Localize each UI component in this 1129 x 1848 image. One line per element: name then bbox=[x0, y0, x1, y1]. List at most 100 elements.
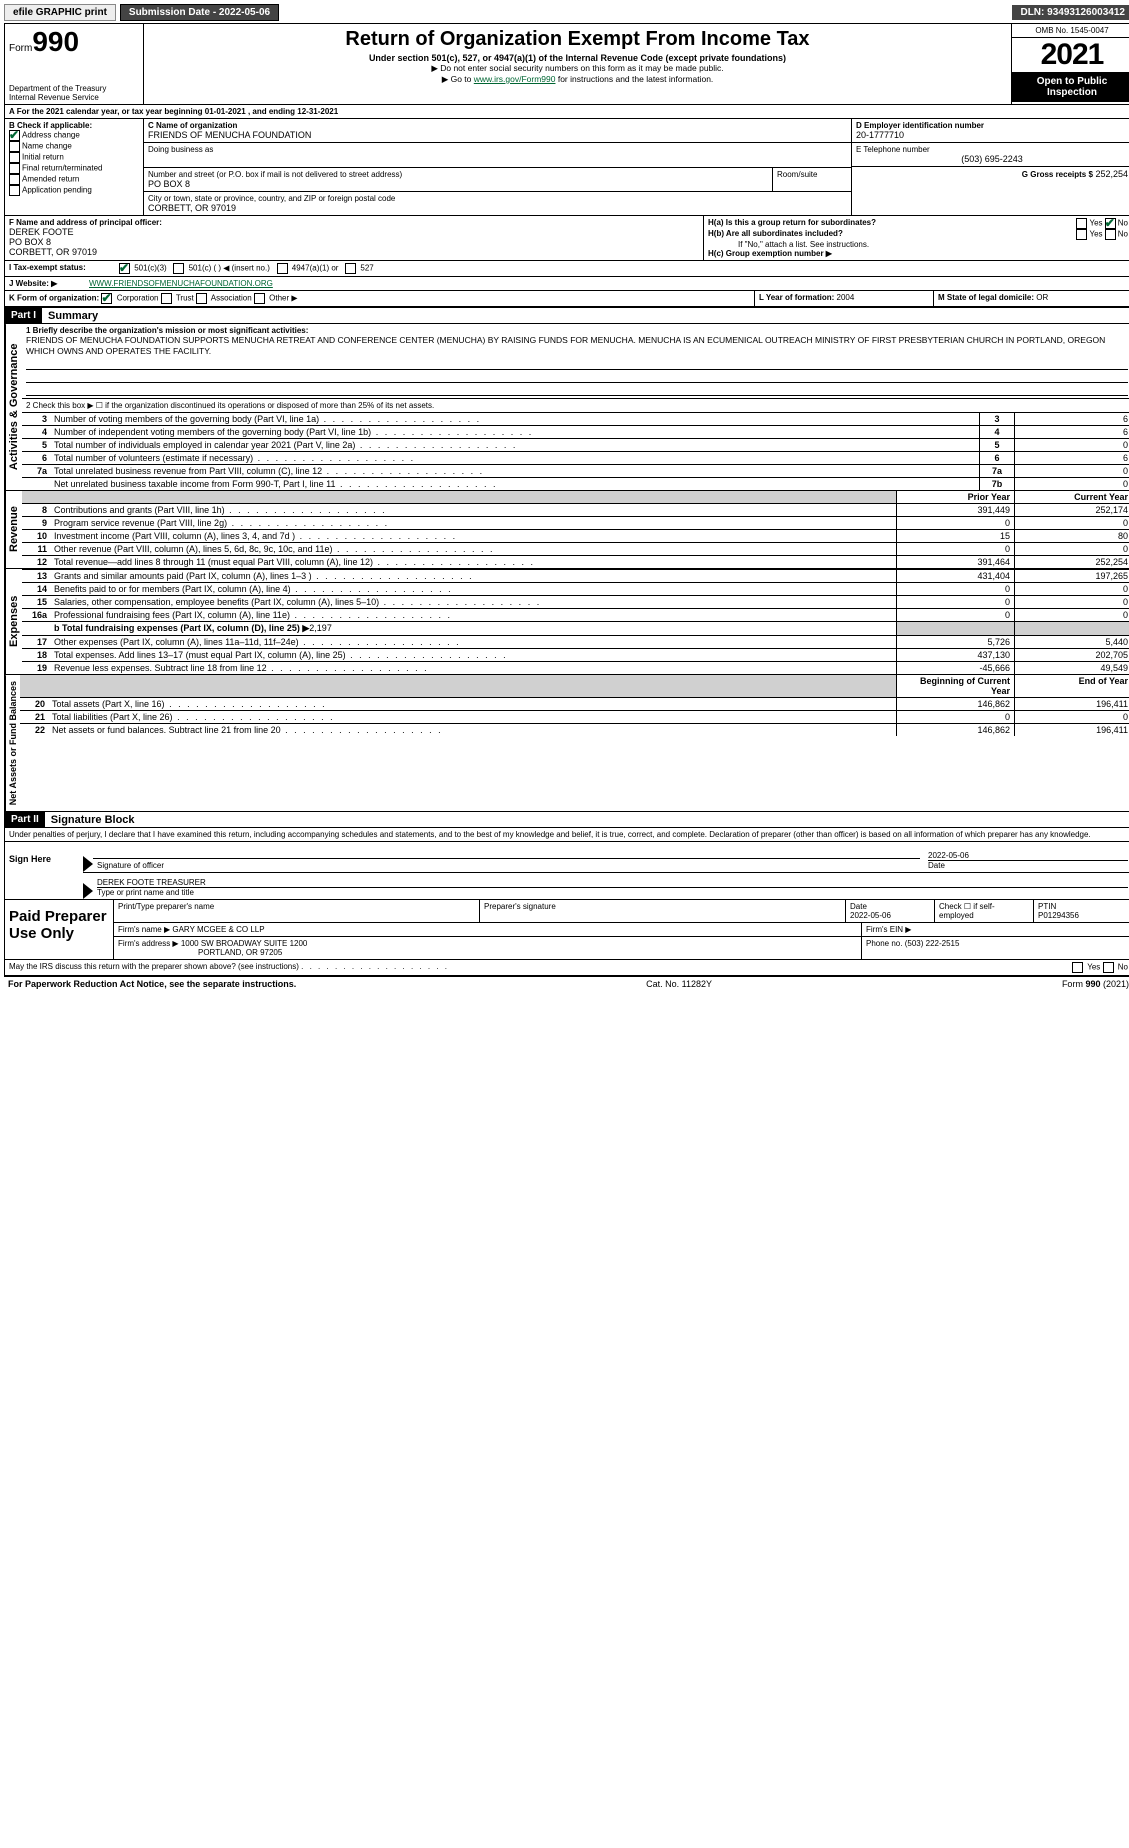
line2: 2 Check this box ▶ ☐ if the organization… bbox=[22, 399, 1129, 412]
vtab-rev: Revenue bbox=[5, 491, 22, 568]
b-label: B Check if applicable: bbox=[9, 121, 139, 130]
paid-h4: Check ☐ if self-employed bbox=[935, 900, 1034, 922]
j-website[interactable]: WWW.FRIENDSOFMENUCHAFOUNDATION.ORG bbox=[89, 279, 273, 288]
sig-decl: Under penalties of perjury, I declare th… bbox=[5, 828, 1129, 842]
k-trust: Trust bbox=[176, 294, 194, 303]
cb-ha-yes[interactable] bbox=[1076, 218, 1087, 229]
b-amend: Amended return bbox=[22, 175, 79, 184]
i-501c3: 501(c)(3) bbox=[134, 264, 166, 273]
section-b: B Check if applicable: Address change Na… bbox=[5, 119, 144, 215]
cb-assoc[interactable] bbox=[196, 293, 207, 304]
cb-corp[interactable] bbox=[101, 293, 112, 304]
a-begin: 01-01-2021 bbox=[205, 107, 246, 116]
j-label: J Website: ▶ bbox=[9, 279, 89, 288]
footer: For Paperwork Reduction Act Notice, see … bbox=[4, 976, 1129, 991]
sign-here-block: Sign Here Signature of officer 2022-05-0… bbox=[5, 842, 1129, 900]
section-fh: F Name and address of principal officer:… bbox=[5, 216, 1129, 261]
hb-yes: Yes bbox=[1089, 230, 1102, 239]
c-room-label: Room/suite bbox=[777, 170, 847, 179]
cb-init[interactable] bbox=[9, 152, 20, 163]
m-label: M State of legal domicile: bbox=[938, 293, 1034, 302]
form-note1: ▶ Do not enter social security numbers o… bbox=[150, 63, 1005, 74]
cb-final[interactable] bbox=[9, 163, 20, 174]
section-c: C Name of organization FRIENDS OF MENUCH… bbox=[144, 119, 851, 215]
efile-label: efile GRAPHIC print bbox=[4, 4, 116, 21]
cb-hb-yes[interactable] bbox=[1076, 229, 1087, 240]
cb-501c[interactable] bbox=[173, 263, 184, 274]
form-subtitle: Under section 501(c), 527, or 4947(a)(1)… bbox=[150, 53, 1005, 63]
b-name: Name change bbox=[22, 142, 72, 151]
g-val: 252,254 bbox=[1095, 169, 1128, 179]
l-label: L Year of formation: bbox=[759, 293, 834, 302]
i-label: I Tax-exempt status: bbox=[9, 263, 119, 274]
paid-addr2: PORTLAND, OR 97205 bbox=[118, 948, 282, 957]
note2-post: for instructions and the latest informat… bbox=[555, 74, 713, 84]
f-street: PO BOX 8 bbox=[9, 237, 699, 247]
paid-h1: Print/Type preparer's name bbox=[114, 900, 480, 922]
c-name: FRIENDS OF MENUCHA FOUNDATION bbox=[148, 130, 847, 140]
irs-no: No bbox=[1118, 963, 1128, 972]
open-public: Open to Public Inspection bbox=[1012, 72, 1129, 102]
cb-other[interactable] bbox=[254, 293, 265, 304]
i-527: 527 bbox=[360, 264, 373, 273]
sig-name: DEREK FOOTE TREASURER bbox=[97, 878, 1128, 887]
k-label: K Form of organization: bbox=[9, 294, 99, 303]
cb-527[interactable] bbox=[345, 263, 356, 274]
paid-date: 2022-05-06 bbox=[850, 911, 930, 920]
e-val: (503) 695-2243 bbox=[856, 154, 1128, 164]
ha-yes: Yes bbox=[1089, 219, 1102, 228]
paid-phone-l: Phone no. bbox=[866, 939, 902, 948]
f-name: DEREK FOOTE bbox=[9, 227, 699, 237]
c-street: PO BOX 8 bbox=[148, 179, 768, 189]
top-bar: efile GRAPHIC print Submission Date - 20… bbox=[4, 4, 1129, 21]
line1-label: 1 Briefly describe the organization's mi… bbox=[26, 326, 1128, 335]
part1-title: Summary bbox=[42, 310, 98, 322]
part2-bar: Part II Signature Block bbox=[5, 811, 1129, 828]
cb-hb-no[interactable] bbox=[1105, 229, 1116, 240]
cb-name[interactable] bbox=[9, 141, 20, 152]
b-addr: Address change bbox=[22, 131, 80, 140]
hc-label: H(c) Group exemption number ▶ bbox=[708, 249, 832, 258]
cb-addr[interactable] bbox=[9, 130, 20, 141]
b-app: Application pending bbox=[22, 186, 92, 195]
cb-amend[interactable] bbox=[9, 174, 20, 185]
section-bcdefgh: B Check if applicable: Address change Na… bbox=[5, 119, 1129, 216]
part2-num: Part II bbox=[5, 812, 45, 827]
footer-left: For Paperwork Reduction Act Notice, see … bbox=[8, 979, 296, 989]
cb-irs-yes[interactable] bbox=[1072, 962, 1083, 973]
c-label: C Name of organization bbox=[148, 121, 847, 130]
k-assoc: Association bbox=[211, 294, 252, 303]
may-irs-text: May the IRS discuss this return with the… bbox=[9, 962, 299, 971]
cb-4947[interactable] bbox=[277, 263, 288, 274]
irs-yes: Yes bbox=[1087, 963, 1100, 972]
cb-ha-no[interactable] bbox=[1105, 218, 1116, 229]
a-mid: , and ending bbox=[248, 107, 297, 116]
cb-irs-no[interactable] bbox=[1103, 962, 1114, 973]
hdr-prior: Prior Year bbox=[897, 491, 1015, 504]
table-ag: 3Number of voting members of the governi… bbox=[22, 412, 1129, 490]
hb-note: If "No," attach a list. See instructions… bbox=[708, 240, 1128, 249]
k-other: Other ▶ bbox=[269, 294, 297, 303]
sig-date: 2022-05-06 bbox=[928, 851, 1128, 860]
paid-firm-l: Firm's name ▶ bbox=[118, 925, 170, 934]
section-f: F Name and address of principal officer:… bbox=[5, 216, 704, 260]
l-val: 2004 bbox=[837, 293, 855, 302]
table-exp: 13Grants and similar amounts paid (Part … bbox=[22, 569, 1129, 674]
omb-number: OMB No. 1545-0047 bbox=[1012, 24, 1129, 38]
line-b-val: 2,197 bbox=[309, 623, 332, 633]
exp-block: Expenses 13Grants and similar amounts pa… bbox=[5, 568, 1129, 674]
ha-no: No bbox=[1118, 219, 1128, 228]
form-note2: ▶ Go to www.irs.gov/Form990 for instruct… bbox=[150, 74, 1005, 85]
paid-h2: Preparer's signature bbox=[480, 900, 846, 922]
paid-firm: GARY MCGEE & CO LLP bbox=[172, 925, 264, 934]
part2-title: Signature Block bbox=[45, 814, 135, 826]
irs-link[interactable]: www.irs.gov/Form990 bbox=[474, 74, 556, 84]
cb-501c3[interactable] bbox=[119, 263, 130, 274]
cb-app[interactable] bbox=[9, 185, 20, 196]
cb-trust[interactable] bbox=[161, 293, 172, 304]
tax-year: 2021 bbox=[1012, 38, 1129, 72]
f-label: F Name and address of principal officer: bbox=[9, 218, 699, 227]
form-header: Form990 Department of the Treasury Inter… bbox=[5, 24, 1129, 105]
c-street-label: Number and street (or P.O. box if mail i… bbox=[148, 170, 768, 179]
b-init: Initial return bbox=[22, 153, 64, 162]
